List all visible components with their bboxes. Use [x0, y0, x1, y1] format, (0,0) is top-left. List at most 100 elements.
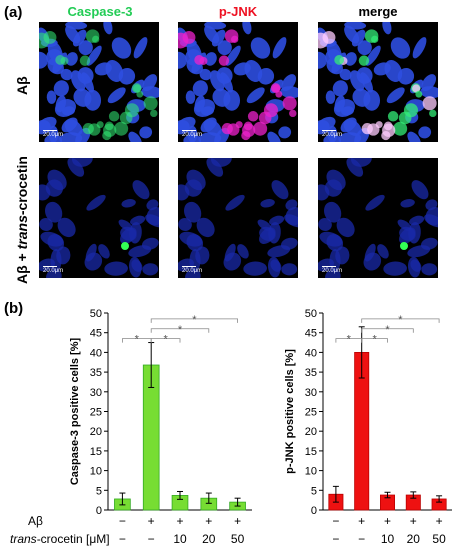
- stained-cell: [218, 55, 230, 66]
- micrograph-abeta-pjnk: 20.0μm: [178, 22, 298, 142]
- nucleus: [220, 72, 233, 93]
- cells-image: [318, 158, 438, 278]
- nucleus: [39, 51, 48, 69]
- nucleus: [61, 117, 78, 133]
- stained-cell: [322, 30, 336, 44]
- nucleus: [183, 201, 202, 223]
- column-header-pjnk: p-JNK: [218, 4, 258, 19]
- micrograph-abeta-merge: 20.0μm: [318, 22, 438, 142]
- stained-cell: [400, 242, 408, 250]
- nucleus: [346, 158, 364, 177]
- y-tick-label: 50: [305, 308, 317, 320]
- nucleus: [272, 37, 287, 59]
- y-tick-label: 35: [90, 367, 102, 379]
- stained-cell: [241, 130, 251, 141]
- nucleus: [62, 106, 76, 116]
- stained-cell: [114, 121, 129, 136]
- row-label-abeta: Aβ: [14, 76, 30, 95]
- column-header-merge: merge: [358, 4, 398, 19]
- y-axis-label: Caspase-3 positive cells [%]: [69, 337, 81, 485]
- nucleus: [318, 184, 330, 201]
- nucleus: [57, 217, 76, 238]
- row-label-abeta-conditions: Aβ: [28, 514, 43, 528]
- nucleus: [211, 158, 232, 167]
- nucleus: [335, 246, 350, 265]
- condition-abeta: −: [332, 514, 340, 528]
- stained-cell: [275, 90, 283, 98]
- y-tick-label: 35: [305, 367, 317, 379]
- nucleus: [382, 22, 392, 35]
- error-bar: [358, 326, 365, 379]
- nucleus: [360, 72, 373, 93]
- stained-cell: [253, 121, 268, 136]
- nucleus: [365, 194, 385, 211]
- error-bar: [332, 485, 339, 503]
- nucleus: [132, 180, 150, 200]
- nucleus: [318, 116, 336, 131]
- nucleus: [198, 132, 222, 142]
- significance-bracket: [361, 338, 388, 343]
- cells-image: [39, 22, 159, 142]
- micrograph-abeta-caspase3: 20.0μm: [39, 22, 159, 142]
- nucleus: [332, 80, 348, 97]
- stained-cell: [247, 111, 259, 122]
- nucleus: [271, 180, 289, 200]
- scale-bar: 20.0μm: [43, 266, 64, 274]
- cells-image: [178, 22, 298, 142]
- nucleus: [397, 219, 412, 231]
- scale-bar: 20.0μm: [322, 266, 343, 274]
- nucleus: [98, 244, 110, 259]
- cells-image: [178, 158, 298, 278]
- nucleus: [53, 80, 69, 97]
- nucleus: [323, 201, 342, 223]
- scale-bar: 20.0μm: [182, 266, 203, 274]
- nucleus: [421, 263, 438, 276]
- nucleus: [196, 217, 215, 238]
- stained-cell: [227, 123, 240, 136]
- nucleus: [351, 158, 372, 167]
- nucleus: [39, 116, 57, 131]
- nucleus: [39, 258, 55, 272]
- nucleus: [86, 45, 102, 66]
- nucleus: [284, 214, 298, 228]
- cells-image: [318, 22, 438, 142]
- nucleus: [65, 52, 78, 66]
- y-tick-label: 45: [90, 328, 102, 340]
- stained-cell: [104, 121, 114, 131]
- nucleus: [225, 45, 241, 66]
- stained-cell: [415, 90, 423, 98]
- stained-cell: [429, 109, 437, 118]
- nucleus: [120, 227, 137, 244]
- stained-cell: [150, 109, 158, 118]
- nucleus: [421, 74, 437, 92]
- nucleus: [60, 68, 73, 81]
- stained-cell: [194, 55, 205, 65]
- nucleus: [223, 89, 241, 111]
- nucleus: [420, 237, 438, 250]
- nucleus: [179, 231, 203, 247]
- nucleus: [39, 217, 53, 231]
- condition-crocetin: 10: [173, 532, 187, 546]
- nucleus: [107, 87, 126, 104]
- nucleus: [145, 214, 159, 228]
- y-tick-label: 20: [305, 426, 317, 438]
- nucleus: [357, 40, 372, 56]
- y-tick-label: 5: [311, 485, 317, 497]
- nucleus: [325, 90, 336, 104]
- nucleus: [323, 134, 342, 142]
- stained-cell: [133, 84, 142, 93]
- nucleus: [78, 40, 93, 56]
- stained-cell: [182, 30, 196, 44]
- condition-crocetin: 20: [406, 532, 420, 546]
- nucleus: [390, 37, 411, 59]
- nucleus: [259, 227, 276, 244]
- condition-abeta: +: [234, 514, 242, 528]
- nucleus: [46, 90, 57, 104]
- significance-star: *: [135, 334, 140, 346]
- nucleus: [129, 256, 142, 278]
- condition-abeta: +: [383, 514, 391, 528]
- panel-a-label: (a): [4, 4, 23, 21]
- y-tick-label: 10: [305, 466, 317, 478]
- significance-bracket: [150, 338, 181, 343]
- nucleus: [84, 252, 103, 271]
